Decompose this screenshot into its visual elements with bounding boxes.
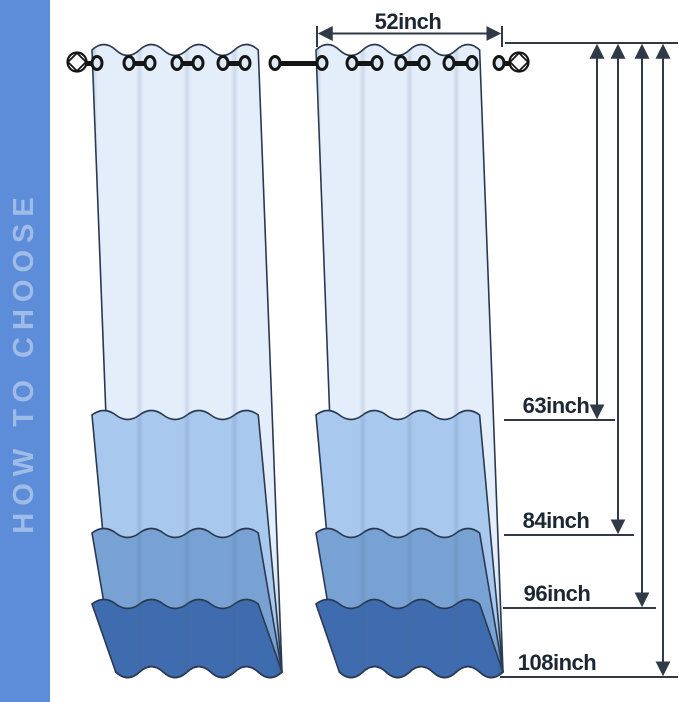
curtain-panel-right (315, 43, 504, 679)
grommet-icon (345, 55, 359, 71)
curtain-fold-shading (92, 44, 282, 678)
grommet-icon (238, 55, 252, 71)
length-label-63inch: 63inch (523, 393, 590, 418)
grommet-icon (143, 55, 157, 71)
grommets-left-panel (90, 55, 282, 71)
grommet-icon (122, 55, 136, 71)
sidebar-banner-bg (0, 0, 50, 702)
length-dimension-108inch: 108inch (500, 43, 678, 678)
grommet-icon (465, 55, 479, 71)
length-dimension-63inch: 63inch (504, 43, 615, 421)
grommet-icon (417, 55, 431, 71)
grommet-icon (370, 55, 384, 71)
curtain-panel-left (91, 43, 283, 679)
length-dimension-96inch: 96inch (503, 43, 656, 609)
grommet-icon (442, 55, 456, 71)
rod-finial-left-icon (66, 51, 88, 73)
grommet-icon (394, 55, 408, 71)
grommet-icon (90, 55, 104, 71)
length-label-96inch: 96inch (524, 581, 591, 606)
length-label-108inch: 108inch (518, 650, 596, 675)
sidebar-banner: HOW TO CHOOSE (0, 0, 50, 702)
length-dimension-84inch: 84inch (504, 43, 634, 536)
width-dimension-label: 52inch (375, 9, 442, 34)
curtain-fold-shading (316, 44, 503, 678)
width-dimension: 52inch (316, 9, 503, 47)
length-label-84inch: 84inch (523, 508, 590, 533)
grommet-icon (216, 55, 230, 71)
grommet-icon (191, 55, 205, 71)
grommet-icon (315, 55, 329, 71)
sidebar-vertical-label: HOW TO CHOOSE (8, 190, 40, 533)
rod-finial-right-icon (508, 51, 530, 73)
grommet-icon (268, 55, 282, 71)
grommet-icon (492, 55, 506, 71)
grommet-icon (170, 55, 184, 71)
grommets-right-panel (315, 55, 506, 71)
